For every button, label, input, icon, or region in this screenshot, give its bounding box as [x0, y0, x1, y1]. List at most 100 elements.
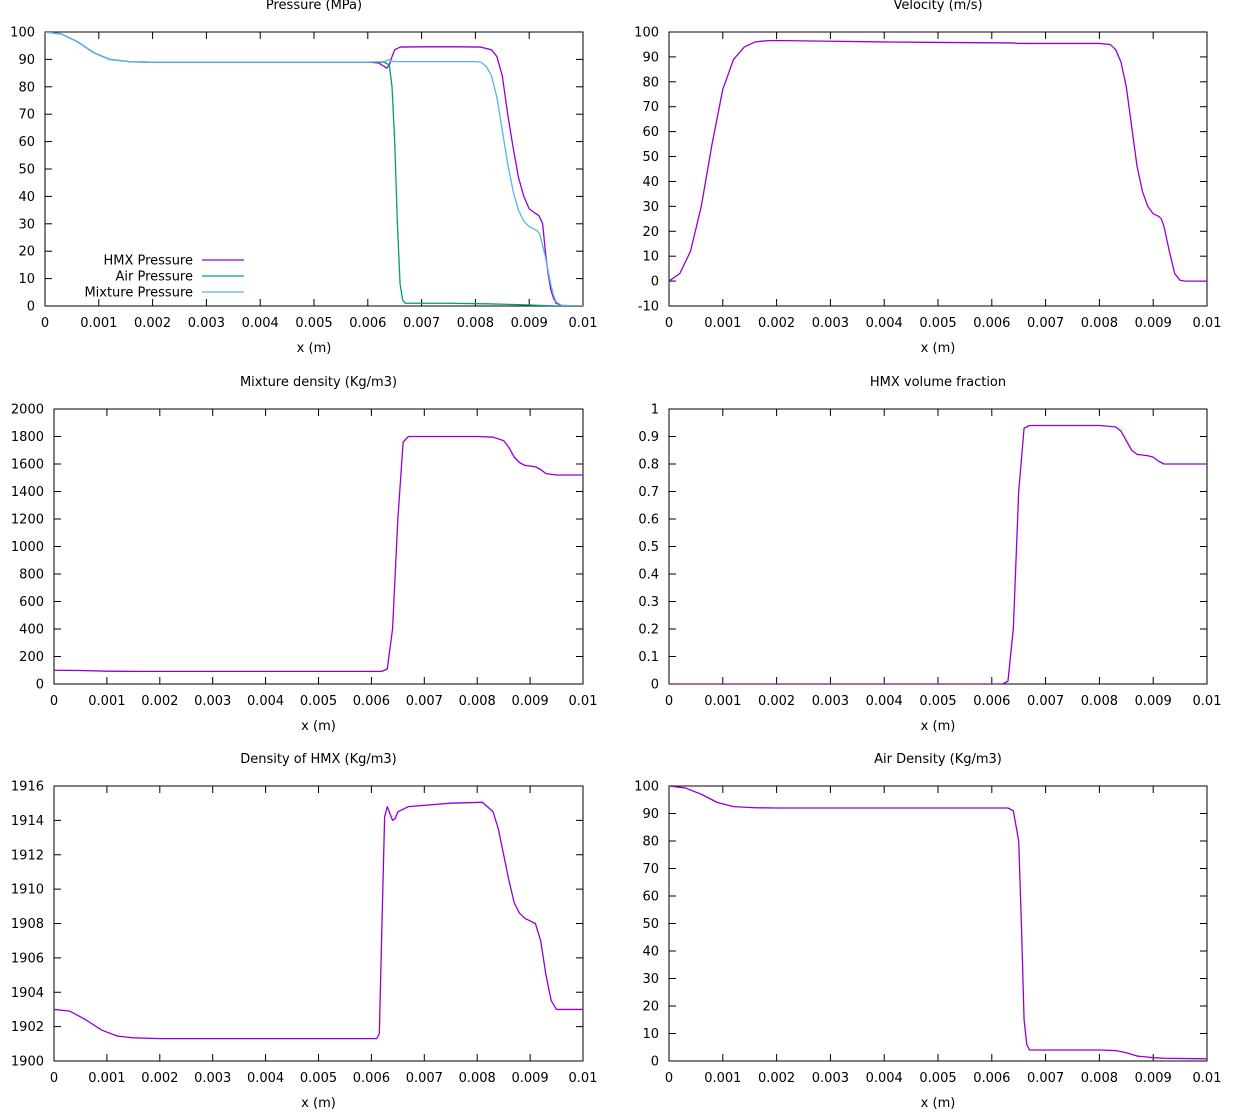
- x-tick-label: 0.002: [758, 694, 795, 709]
- y-tick-label: 0.9: [638, 430, 659, 445]
- y-tick-label: 100: [634, 26, 659, 41]
- x-tick-label: 0.007: [1027, 694, 1064, 709]
- y-tick-label: 0.1: [638, 650, 659, 665]
- y-tick-label: 40: [642, 945, 659, 960]
- x-tick-label: 0: [41, 316, 49, 331]
- x-tick-label: 0.007: [403, 316, 440, 331]
- y-tick-label: 40: [18, 190, 35, 205]
- x-tick-label: 0.007: [406, 1071, 443, 1086]
- series-line-1: [54, 801, 583, 1040]
- y-tick-label: 20: [18, 245, 35, 260]
- chart-4: HMX volume fraction x (m) 0 0.001 0.002 0.003…: [638, 375, 1221, 734]
- y-tick-label: 80: [642, 75, 659, 90]
- y-tick-label: 1914: [11, 814, 44, 829]
- x-tick-label: 0.007: [406, 694, 443, 709]
- chart-3: Mixture density (Kg/m3) x (m) 0 0.001 0.002 0…: [11, 375, 598, 734]
- x-tick-label: 0.006: [973, 694, 1010, 709]
- y-tick-label: 0: [651, 1055, 659, 1070]
- chart-title: Density of HMX (Kg/m3): [240, 752, 396, 767]
- x-tick-label: 0.008: [1081, 694, 1118, 709]
- y-tick-label: 1904: [11, 986, 44, 1001]
- x-tick-label: 0.001: [80, 316, 117, 331]
- x-tick-label: 0.003: [812, 694, 849, 709]
- y-tick-label: 1906: [11, 951, 44, 966]
- x-tick-label: 0.001: [88, 1071, 125, 1086]
- x-tick-label: 0.003: [194, 1071, 231, 1086]
- y-tick-label: 70: [18, 108, 35, 123]
- y-tick-label: 50: [642, 917, 659, 932]
- x-tick-label: 0.01: [569, 1071, 598, 1086]
- y-tick-label: 1400: [11, 485, 44, 500]
- y-tick-label: 200: [19, 650, 44, 665]
- x-tick-label: 0.003: [812, 1071, 849, 1086]
- x-tick-label: 0.005: [919, 694, 956, 709]
- legend-label: HMX Pressure: [103, 254, 193, 269]
- x-tick-label: 0: [665, 1071, 673, 1086]
- y-tick-label: 1800: [11, 430, 44, 445]
- x-tick-label: 0.009: [1135, 316, 1172, 331]
- x-tick-label: 0.004: [866, 316, 903, 331]
- x-tick-label: 0.007: [1027, 316, 1064, 331]
- y-tick-label: 1908: [11, 917, 44, 932]
- x-tick-label: 0.009: [511, 316, 548, 331]
- legend-label: Mixture Pressure: [84, 286, 193, 301]
- x-tick-label: 0.01: [569, 694, 598, 709]
- x-tick-label: 0.002: [141, 1071, 178, 1086]
- y-tick-label: 0.2: [638, 623, 659, 638]
- chart-title: Velocity (m/s): [893, 0, 982, 13]
- chart-5: Density of HMX (Kg/m3) x (m) 0 0.001 0.002 0.…: [11, 752, 598, 1111]
- x-tick-label: 0.004: [247, 694, 284, 709]
- x-tick-label: 0.006: [353, 1071, 390, 1086]
- x-tick-label: 0.005: [919, 1071, 956, 1086]
- x-tick-label: 0.008: [1081, 1071, 1118, 1086]
- x-tick-label: 0.001: [704, 316, 741, 331]
- chart-2: Velocity (m/s) x (m) 0 0.001 0.002 0.003 0.004…: [634, 0, 1221, 356]
- y-tick-label: 100: [634, 780, 659, 795]
- x-tick-label: 0.002: [141, 694, 178, 709]
- y-tick-label: 1910: [11, 883, 44, 898]
- y-tick-label: 0: [36, 678, 44, 693]
- x-tick-label: 0.002: [758, 316, 795, 331]
- y-tick-label: 10: [642, 250, 659, 265]
- x-tick-label: 0.009: [1135, 694, 1172, 709]
- y-tick-label: 600: [19, 595, 44, 610]
- x-tick-label: 0.01: [1193, 316, 1222, 331]
- x-tick-label: 0: [665, 694, 673, 709]
- x-tick-label: 0.005: [919, 316, 956, 331]
- y-tick-label: 1000: [11, 540, 44, 555]
- chart-1: Pressure (MPa) x (m) 0 0.001 0.002 0.003 0.004…: [10, 0, 597, 356]
- y-tick-label: 40: [642, 175, 659, 190]
- y-tick-label: 400: [19, 623, 44, 638]
- x-axis-label: x (m): [301, 719, 336, 734]
- y-tick-label: 1916: [11, 780, 44, 795]
- y-tick-label: 1902: [11, 1020, 44, 1035]
- x-tick-label: 0.005: [295, 316, 332, 331]
- y-tick-label: 70: [642, 862, 659, 877]
- y-tick-label: 50: [18, 163, 35, 178]
- y-tick-label: 2000: [11, 403, 44, 418]
- plot-frame: [668, 785, 1208, 1062]
- y-tick-label: 0: [651, 275, 659, 290]
- y-tick-label: 1600: [11, 458, 44, 473]
- y-tick-label: 90: [642, 50, 659, 65]
- x-tick-label: 0.006: [973, 1071, 1010, 1086]
- x-tick-label: 0.008: [1081, 316, 1118, 331]
- chart-title: HMX volume fraction: [870, 375, 1006, 390]
- x-tick-label: 0.008: [459, 1071, 496, 1086]
- y-tick-label: 30: [642, 200, 659, 215]
- x-tick-label: 0.007: [1027, 1071, 1064, 1086]
- y-tick-label: 10: [18, 272, 35, 287]
- x-tick-label: 0: [50, 1071, 58, 1086]
- y-tick-label: 60: [18, 135, 35, 150]
- y-tick-label: 1900: [11, 1055, 44, 1070]
- y-tick-label: 90: [642, 807, 659, 822]
- y-tick-label: -10: [638, 300, 659, 315]
- y-tick-label: 0.8: [638, 458, 659, 473]
- x-tick-label: 0.009: [511, 694, 548, 709]
- y-tick-label: 20: [642, 1000, 659, 1015]
- x-tick-label: 0.002: [134, 316, 171, 331]
- x-tick-label: 0.005: [300, 694, 337, 709]
- x-tick-label: 0.009: [511, 1071, 548, 1086]
